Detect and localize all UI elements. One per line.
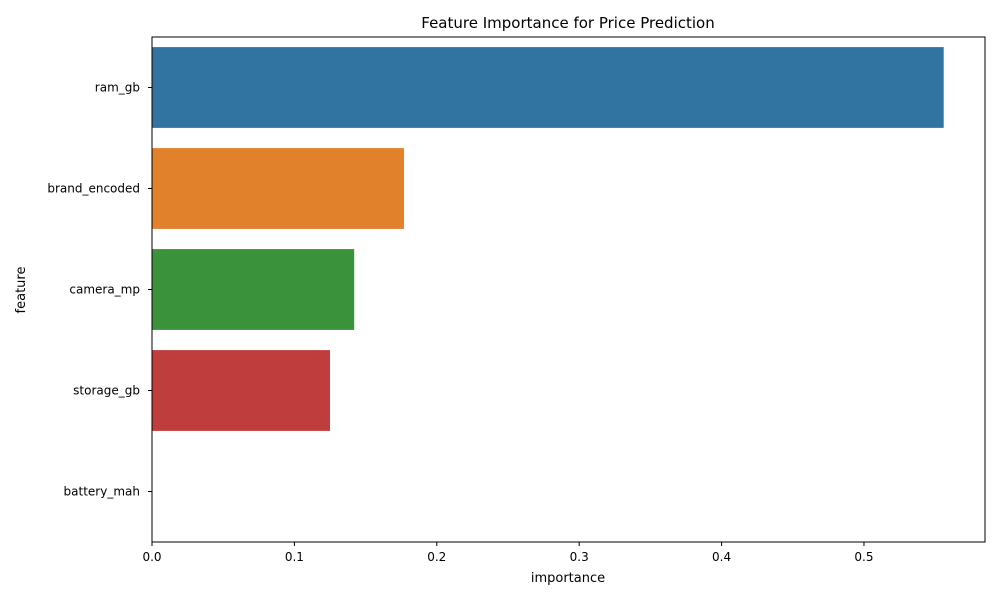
x-tick-label-5: 0.5 (854, 550, 873, 564)
plot-frame (151, 36, 986, 543)
y-axis-label: feature (14, 267, 29, 314)
x-axis-label: importance (531, 571, 605, 586)
x-tick-label-0: 0.0 (142, 550, 161, 564)
bars-group (152, 47, 944, 431)
x-axis-ticks: 0.0 0.1 0.2 0.3 0.4 0.5 (142, 542, 874, 564)
bar-storage_gb (152, 350, 330, 431)
x-tick-label-2: 0.2 (427, 550, 446, 564)
y-tick-label-camera_mp: camera_mp (69, 283, 140, 297)
bar-brand_encoded (152, 148, 405, 229)
x-tick-label-3: 0.3 (570, 550, 589, 564)
bar-ram_gb (152, 47, 944, 128)
y-tick-label-ram_gb: ram_gb (95, 81, 140, 95)
x-tick-label-4: 0.4 (712, 550, 731, 564)
y-tick-label-brand_encoded: brand_encoded (47, 182, 140, 196)
y-axis-ticks: ram_gb brand_encoded camera_mp storage_gbba… (47, 81, 152, 499)
bar-camera_mp (152, 249, 355, 330)
chart-title: Feature Importance for Price Prediction (421, 14, 714, 32)
y-tick-label-storage_gb: storage_gb (73, 384, 140, 398)
y-tick-label-battery_mah: battery_mah (64, 485, 140, 499)
x-tick-label-1: 0.1 (285, 550, 304, 564)
